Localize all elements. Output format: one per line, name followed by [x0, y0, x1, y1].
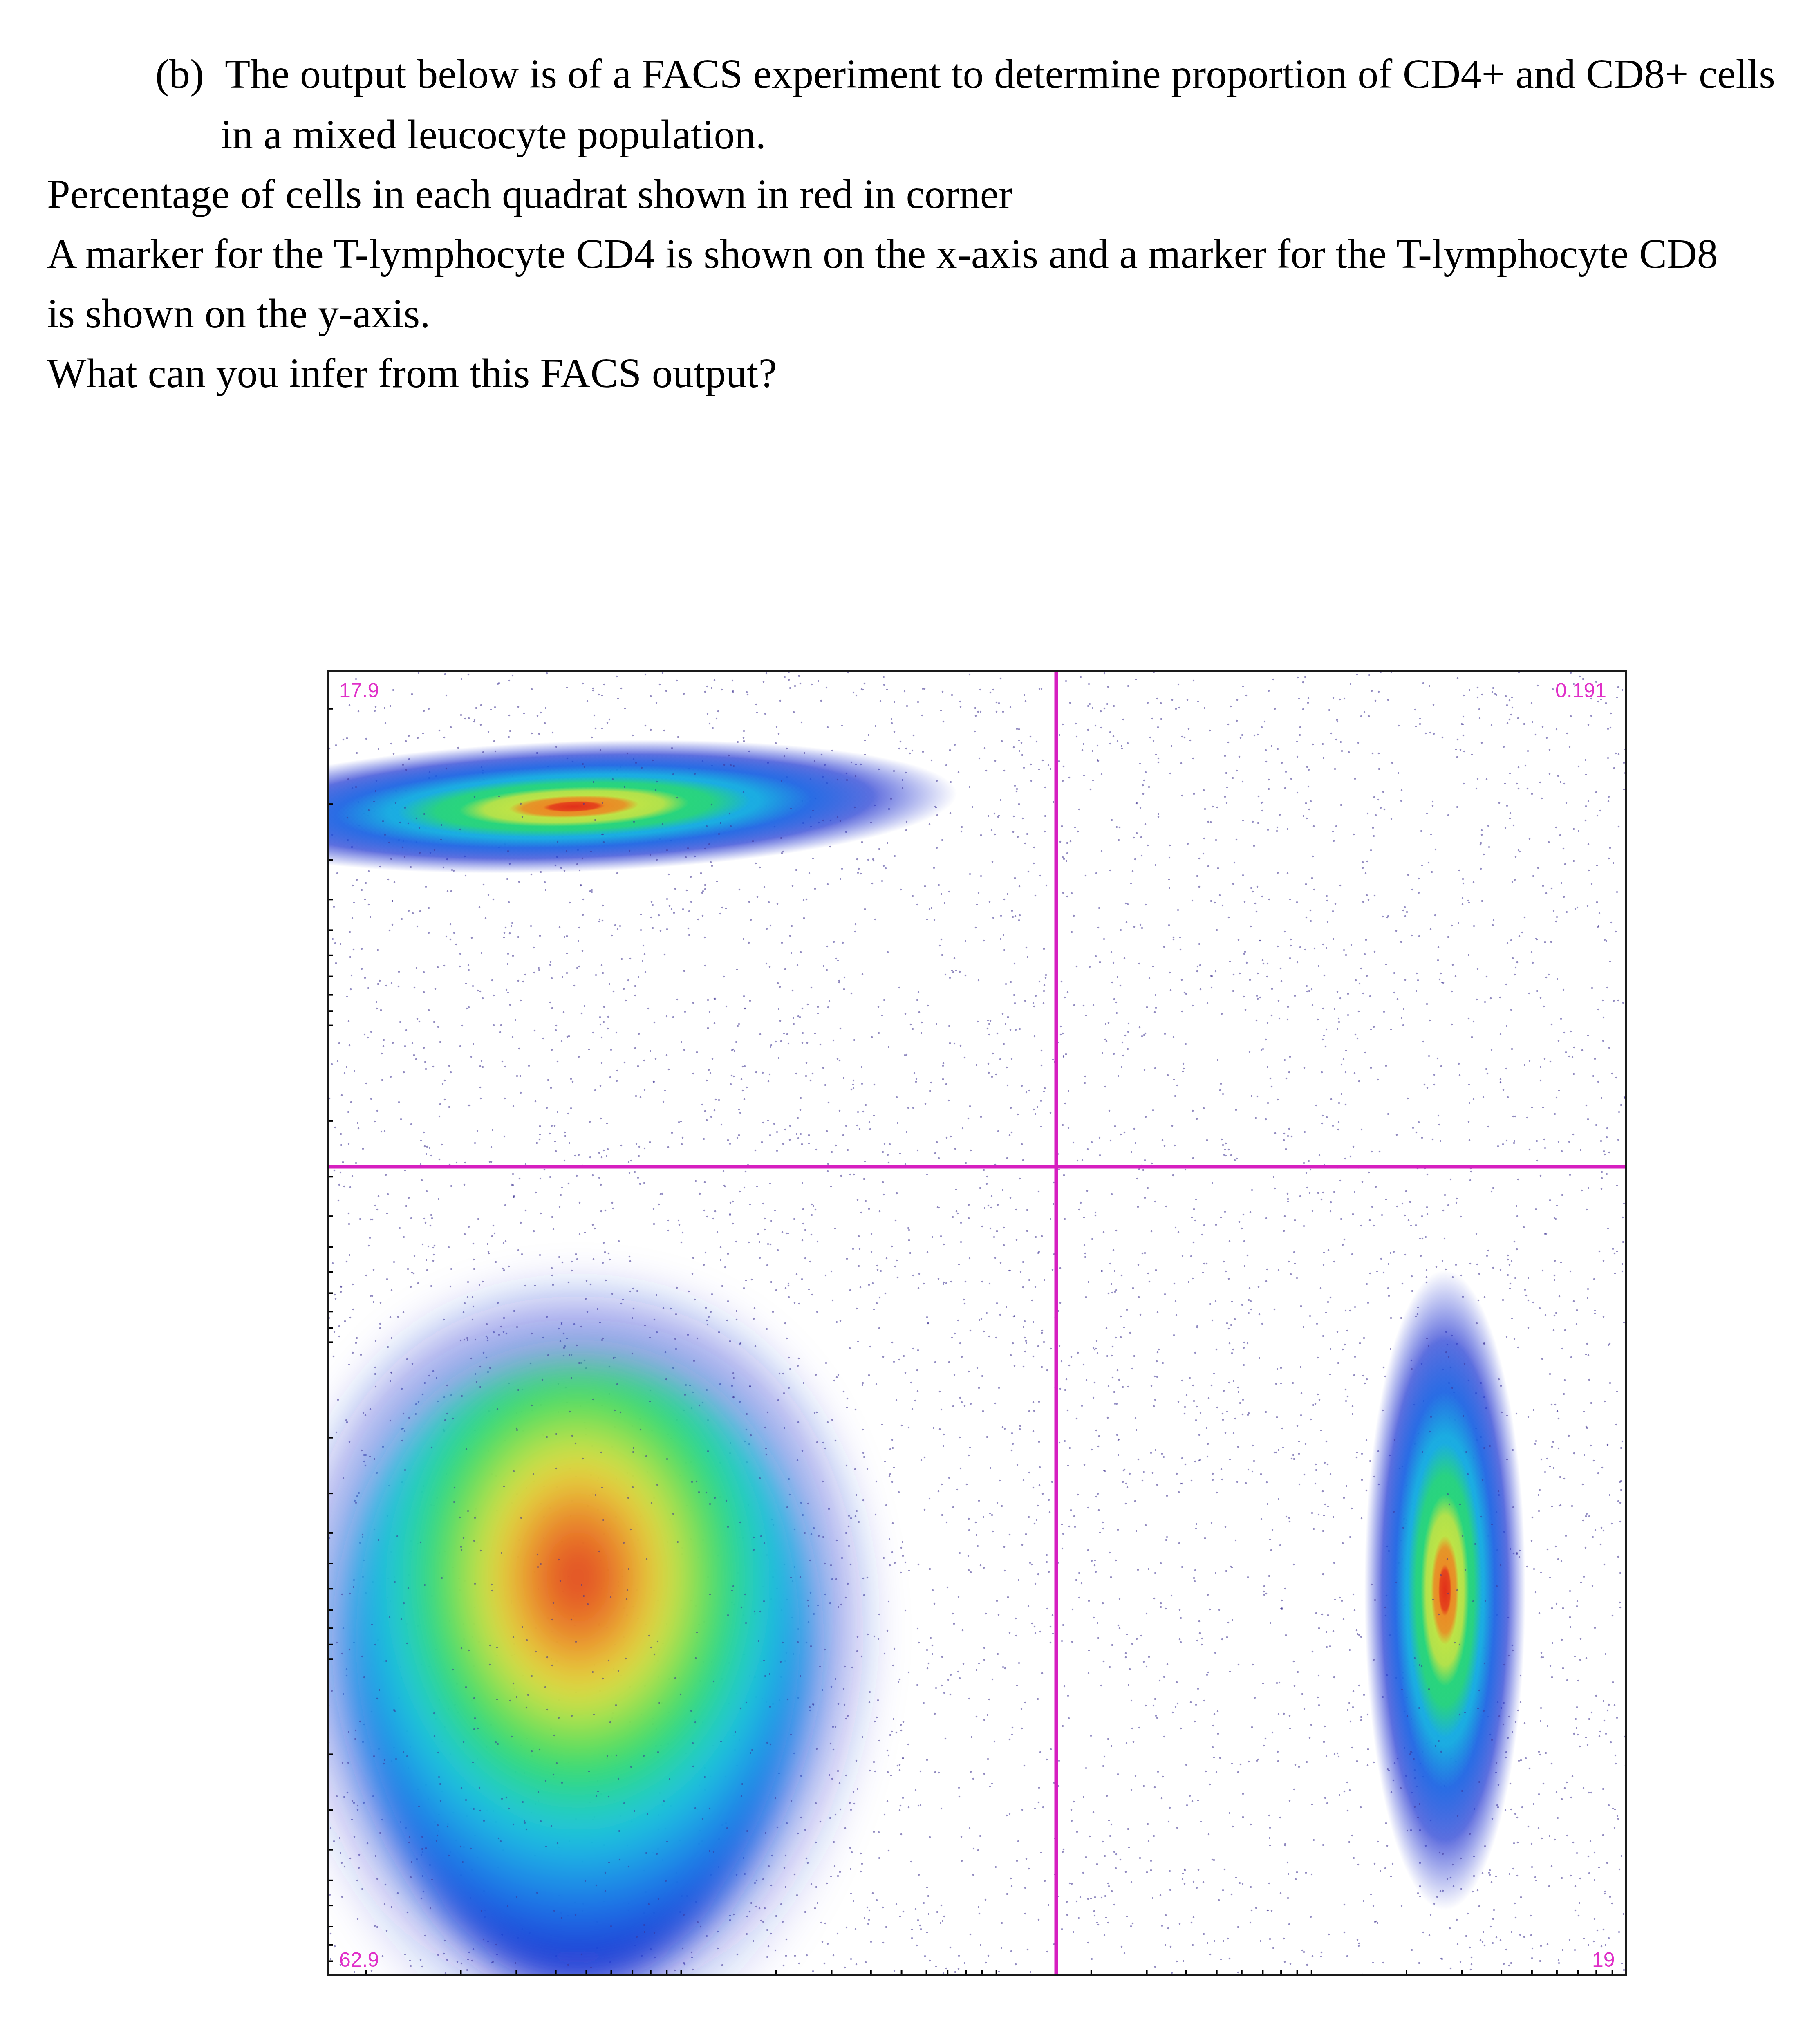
svg-text:19: 19 [1592, 1948, 1615, 1971]
svg-text:62.9: 62.9 [339, 1948, 379, 1971]
svg-text:0.191: 0.191 [1555, 679, 1606, 702]
svg-text:17.9: 17.9 [339, 679, 379, 702]
